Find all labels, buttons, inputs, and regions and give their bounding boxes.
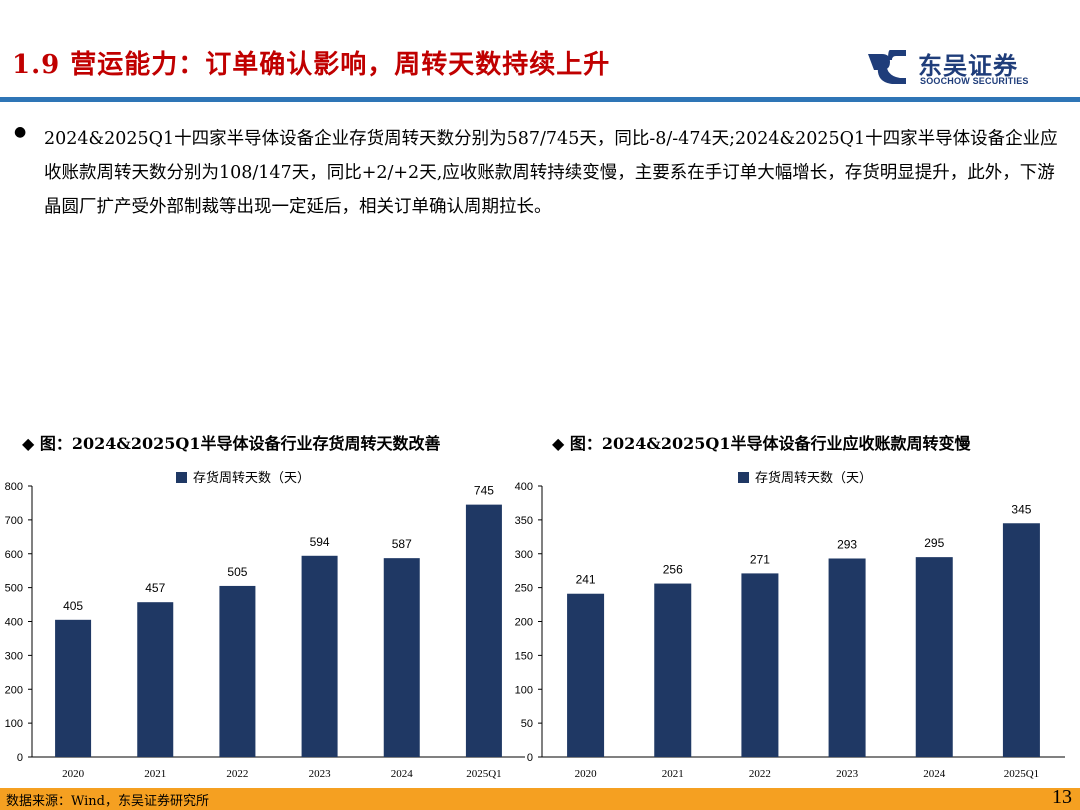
data-label: 293 (837, 537, 857, 551)
y-tick-label: 300 (515, 549, 533, 561)
bar-2020 (567, 593, 605, 757)
y-tick-label: 100 (5, 718, 23, 730)
x-tick-label: 2024 (391, 768, 414, 780)
x-tick-label: 2023 (836, 768, 859, 780)
y-tick-label: 600 (5, 549, 23, 561)
data-label: 271 (750, 552, 770, 566)
y-tick-label: 200 (515, 617, 533, 629)
data-label: 256 (663, 563, 683, 577)
y-tick-label: 800 (5, 481, 23, 493)
y-tick-label: 0 (527, 752, 533, 764)
y-tick-label: 250 (515, 583, 533, 595)
x-tick-label: 2025Q1 (466, 768, 501, 780)
bar-2024 (383, 558, 420, 757)
data-source: 数据来源：Wind，东吴证券研究所 (6, 794, 209, 809)
data-label: 405 (63, 599, 83, 613)
chart-1-title: ◆ 图：2024&2025Q1半导体设备行业存货周转天数改善 (22, 434, 441, 453)
logo-chinese-name: 东吴证券 (918, 52, 1018, 80)
y-tick-label: 0 (17, 752, 23, 764)
data-label: 594 (310, 535, 330, 549)
y-tick-label: 350 (515, 515, 533, 527)
data-label: 345 (1011, 502, 1031, 516)
y-tick-label: 300 (5, 650, 23, 662)
chart-2-title: ◆ 图：2024&2025Q1半导体设备行业应收账款周转变慢 (552, 434, 971, 453)
y-tick-label: 400 (5, 617, 23, 629)
bar-2025Q1 (465, 504, 502, 757)
y-tick-label: 700 (5, 515, 23, 527)
y-tick-label: 150 (515, 650, 533, 662)
bar-2020 (55, 619, 92, 757)
footer-bar (0, 788, 1080, 810)
bullet-icon: ● (14, 124, 27, 140)
y-tick-label: 50 (521, 718, 533, 730)
bar-2021 (137, 602, 174, 757)
x-tick-label: 2020 (62, 768, 85, 780)
x-tick-label: 2024 (923, 768, 946, 780)
soochow-logo-icon (868, 50, 906, 84)
data-label: 241 (576, 573, 596, 587)
y-tick-label: 100 (515, 684, 533, 696)
x-tick-label: 2021 (662, 768, 684, 780)
bar-2021 (654, 583, 692, 757)
company-logo: 东吴证券 SOOCHOW SECURITIES (866, 46, 1036, 90)
data-label: 745 (474, 484, 494, 498)
header-divider (0, 97, 1080, 102)
legend-label: 存货周转天数（天） (193, 470, 310, 486)
bar-2023 (301, 555, 338, 757)
page-header: 1.9 营运能力：订单确认影响，周转天数持续上升 东吴证券 SOOCHOW SE… (0, 0, 1080, 102)
logo-english-name: SOOCHOW SECURITIES (920, 76, 1029, 86)
bar-2022 (219, 585, 256, 757)
bar-2024 (915, 557, 953, 757)
bar-2023 (828, 558, 866, 757)
data-label: 505 (227, 565, 247, 579)
x-tick-label: 2022 (226, 768, 248, 780)
page-number: 13 (1052, 786, 1072, 808)
data-label: 587 (392, 537, 412, 551)
summary-paragraph: 2024&2025Q1十四家半导体设备企业存货周转天数分别为587/745天，同… (44, 129, 1058, 217)
bar-2022 (741, 573, 779, 757)
y-tick-label: 500 (5, 583, 23, 595)
page-title: 1.9 营运能力：订单确认影响，周转天数持续上升 (12, 50, 611, 80)
x-tick-label: 2020 (575, 768, 598, 780)
data-label: 295 (924, 536, 944, 550)
bar-2025Q1 (1002, 523, 1040, 757)
data-label: 457 (145, 581, 165, 595)
y-tick-label: 200 (5, 684, 23, 696)
x-tick-label: 2025Q1 (1004, 768, 1039, 780)
x-tick-label: 2023 (309, 768, 332, 780)
legend-swatch (738, 472, 749, 483)
x-tick-label: 2021 (144, 768, 166, 780)
legend-swatch (176, 472, 187, 483)
receivables-turnover-chart: 0 50 100 150 200 250 300 350 400 存货周转天数（天） 241 2020… (515, 470, 1065, 780)
inventory-turnover-chart: 0 100 200 300 400 500 600 700 800 存货周转天数（天） 405 202… (5, 470, 525, 780)
legend-label: 存货周转天数（天） (755, 470, 872, 486)
y-tick-label: 400 (515, 481, 533, 493)
x-tick-label: 2022 (749, 768, 771, 780)
